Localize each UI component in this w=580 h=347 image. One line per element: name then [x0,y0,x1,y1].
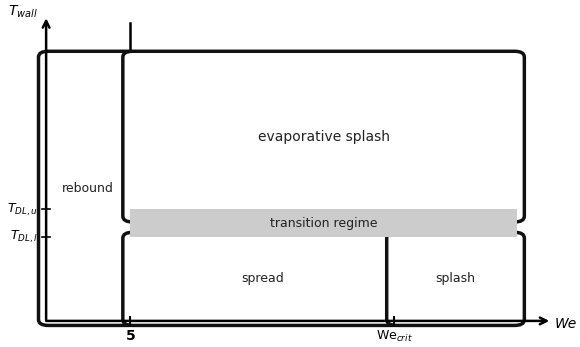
Text: $T_{wall}$: $T_{wall}$ [8,4,38,20]
Text: transition regime: transition regime [270,217,378,230]
Text: rebound: rebound [63,182,114,195]
Text: evaporative splash: evaporative splash [258,130,390,144]
Text: We: We [555,317,577,331]
FancyBboxPatch shape [123,232,402,325]
Text: $T_{DL,l}$: $T_{DL,l}$ [10,229,38,245]
Bar [130,209,517,237]
FancyBboxPatch shape [123,51,524,222]
Text: 5: 5 [126,329,135,343]
FancyBboxPatch shape [387,232,524,325]
Text: We$_{crit}$: We$_{crit}$ [376,329,413,344]
Text: spread: spread [241,272,284,285]
Text: $T_{DL,u}$: $T_{DL,u}$ [7,201,38,218]
Text: splash: splash [436,272,476,285]
FancyBboxPatch shape [38,51,138,325]
